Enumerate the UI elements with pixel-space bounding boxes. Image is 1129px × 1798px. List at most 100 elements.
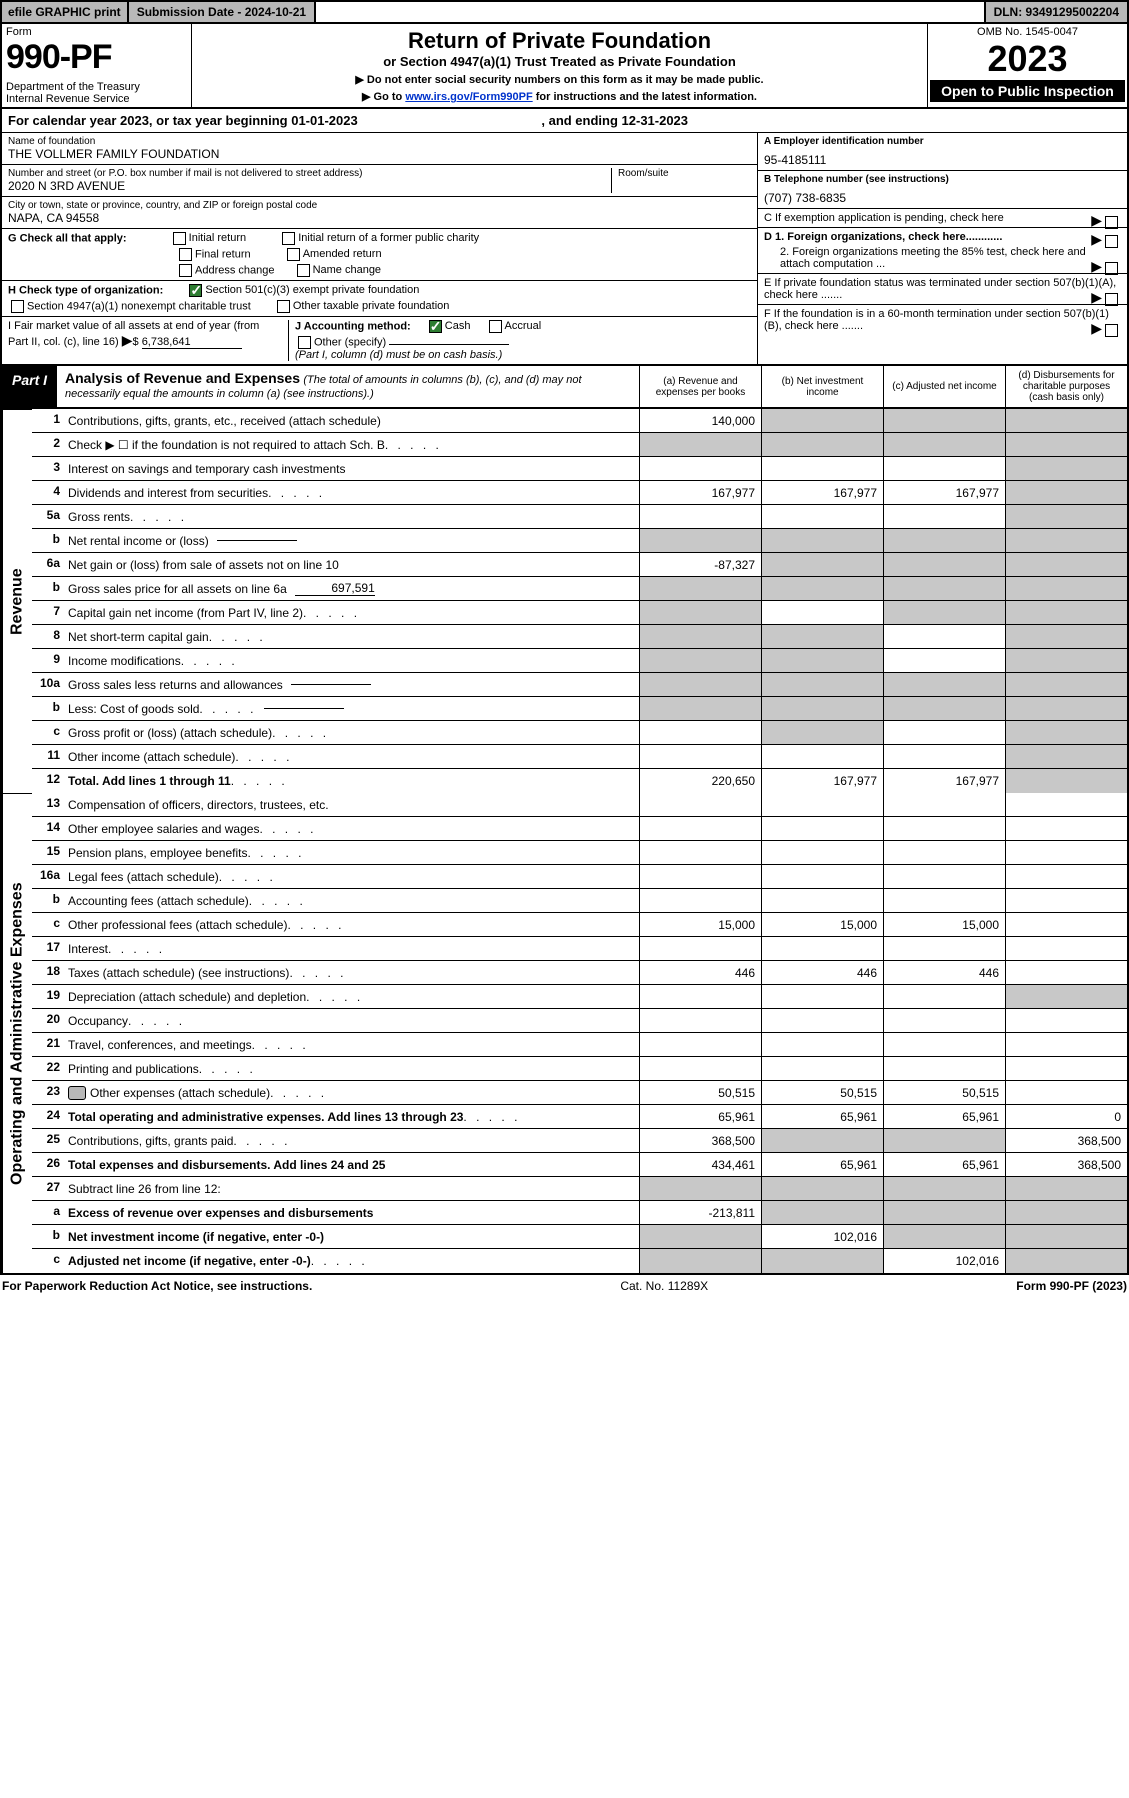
- note-goto-post: for instructions and the latest informat…: [533, 91, 757, 103]
- chk-4947[interactable]: [11, 300, 24, 313]
- amount-col-a: 446: [639, 961, 761, 984]
- chk-accrual[interactable]: [489, 320, 502, 333]
- line-description: Contributions, gifts, grants paid . . . …: [64, 1129, 639, 1152]
- room-cell: Room/suite: [611, 168, 751, 193]
- chk-501c3[interactable]: [189, 284, 202, 297]
- line-number: 2: [32, 433, 64, 456]
- expenses-side-label: Operating and Administrative Expenses: [2, 793, 32, 1273]
- table-row: 2Check ▶ ☐ if the foundation is not requ…: [32, 433, 1127, 457]
- amount-col-c: [883, 1033, 1005, 1056]
- line-number: 12: [32, 769, 64, 793]
- header-right: OMB No. 1545-0047 2023 Open to Public In…: [927, 24, 1127, 107]
- amount-col-a: [639, 1009, 761, 1032]
- form-instructions-link[interactable]: www.irs.gov/Form990PF: [405, 91, 532, 103]
- line-description: Gross rents . . . . .: [64, 505, 639, 528]
- amount-col-c: [883, 673, 1005, 696]
- amount-col-c: [883, 1057, 1005, 1080]
- note-goto: ▶ Go to www.irs.gov/Form990PF for instru…: [196, 90, 923, 103]
- footer-mid: Cat. No. 11289X: [620, 1279, 708, 1293]
- amount-col-a: [639, 457, 761, 480]
- table-row: bNet investment income (if negative, ent…: [32, 1225, 1127, 1249]
- amount-col-b: [761, 985, 883, 1008]
- amount-col-c: [883, 529, 1005, 552]
- amount-col-a: 50,515: [639, 1081, 761, 1104]
- chk-initial-former[interactable]: [282, 232, 295, 245]
- line-description: Check ▶ ☐ if the foundation is not requi…: [64, 433, 639, 456]
- chk-amended[interactable]: [287, 248, 300, 261]
- chk-final-return[interactable]: [179, 248, 192, 261]
- line-number: 9: [32, 649, 64, 672]
- line-description: Net gain or (loss) from sale of assets n…: [64, 553, 639, 576]
- chk-name-change[interactable]: [297, 264, 310, 277]
- table-row: 20Occupancy . . . . .: [32, 1009, 1127, 1033]
- street-cell: Number and street (or P.O. box number if…: [8, 168, 611, 193]
- expenses-section: Operating and Administrative Expenses 13…: [0, 793, 1129, 1275]
- amount-col-d: [1005, 1225, 1127, 1248]
- chk-initial-return[interactable]: [173, 232, 186, 245]
- amount-col-d: [1005, 505, 1127, 528]
- table-row: 4Dividends and interest from securities …: [32, 481, 1127, 505]
- line-description: Pension plans, employee benefits . . . .…: [64, 841, 639, 864]
- chk-other-taxable[interactable]: [277, 300, 290, 313]
- line-description: Gross sales less returns and allowances: [64, 673, 639, 696]
- amount-col-c: 167,977: [883, 481, 1005, 504]
- chk-85pct[interactable]: [1105, 262, 1118, 275]
- chk-other-method[interactable]: [298, 336, 311, 349]
- table-row: 24Total operating and administrative exp…: [32, 1105, 1127, 1129]
- amount-col-a: 140,000: [639, 409, 761, 432]
- b-label: B Telephone number (see instructions): [764, 174, 949, 185]
- amount-col-b: [761, 625, 883, 648]
- chk-foreign-org[interactable]: [1105, 235, 1118, 248]
- chk-cash[interactable]: [429, 320, 442, 333]
- amount-col-d: [1005, 841, 1127, 864]
- table-row: cOther professional fees (attach schedul…: [32, 913, 1127, 937]
- amount-col-b: 15,000: [761, 913, 883, 936]
- header-mid: Return of Private Foundation or Section …: [192, 24, 927, 107]
- amount-col-c: 65,961: [883, 1153, 1005, 1176]
- j-accrual: Accrual: [505, 320, 542, 332]
- part1-title: Analysis of Revenue and Expenses: [65, 370, 300, 386]
- note-goto-pre: ▶ Go to: [362, 91, 405, 103]
- chk-60month[interactable]: [1105, 324, 1118, 337]
- amount-col-c: [883, 433, 1005, 456]
- chk-status-terminated[interactable]: [1105, 293, 1118, 306]
- amount-col-d: [1005, 1009, 1127, 1032]
- line-description: Subtract line 26 from line 12:: [64, 1177, 639, 1200]
- calyear-end: , and ending 12-31-2023: [541, 113, 688, 128]
- chk-exemption-pending[interactable]: [1105, 216, 1118, 229]
- attachment-icon[interactable]: [68, 1086, 86, 1100]
- table-row: 17Interest . . . . .: [32, 937, 1127, 961]
- amount-col-d: 368,500: [1005, 1153, 1127, 1176]
- amount-col-a: -213,811: [639, 1201, 761, 1224]
- note-ssn: ▶ Do not enter social security numbers o…: [196, 73, 923, 86]
- address-row: Number and street (or P.O. box number if…: [2, 165, 757, 197]
- line-number: 27: [32, 1177, 64, 1200]
- amount-col-b: [761, 601, 883, 624]
- amount-col-a: 434,461: [639, 1153, 761, 1176]
- line-description: Gross sales price for all assets on line…: [64, 577, 639, 600]
- amount-col-c: [883, 1201, 1005, 1224]
- table-row: cGross profit or (loss) (attach schedule…: [32, 721, 1127, 745]
- line-number: 23: [32, 1081, 64, 1104]
- amount-col-d: [1005, 1057, 1127, 1080]
- c-label: C If exemption application is pending, c…: [764, 212, 1004, 224]
- amount-col-c: [883, 889, 1005, 912]
- amount-col-a: 65,961: [639, 1105, 761, 1128]
- line-number: 20: [32, 1009, 64, 1032]
- amount-col-d: [1005, 865, 1127, 888]
- amount-col-a: [639, 1249, 761, 1273]
- omb-number: OMB No. 1545-0047: [930, 26, 1125, 38]
- amount-col-a: [639, 745, 761, 768]
- amount-col-c: [883, 793, 1005, 816]
- j-cash: Cash: [445, 320, 471, 332]
- amount-col-b: [761, 433, 883, 456]
- table-row: 18Taxes (attach schedule) (see instructi…: [32, 961, 1127, 985]
- amount-col-b: [761, 697, 883, 720]
- amount-col-d: [1005, 769, 1127, 793]
- line-number: c: [32, 913, 64, 936]
- chk-addr-change[interactable]: [179, 264, 192, 277]
- amount-col-b: [761, 745, 883, 768]
- amount-col-d: [1005, 889, 1127, 912]
- line-number: 3: [32, 457, 64, 480]
- f-label: F If the foundation is in a 60-month ter…: [764, 308, 1109, 332]
